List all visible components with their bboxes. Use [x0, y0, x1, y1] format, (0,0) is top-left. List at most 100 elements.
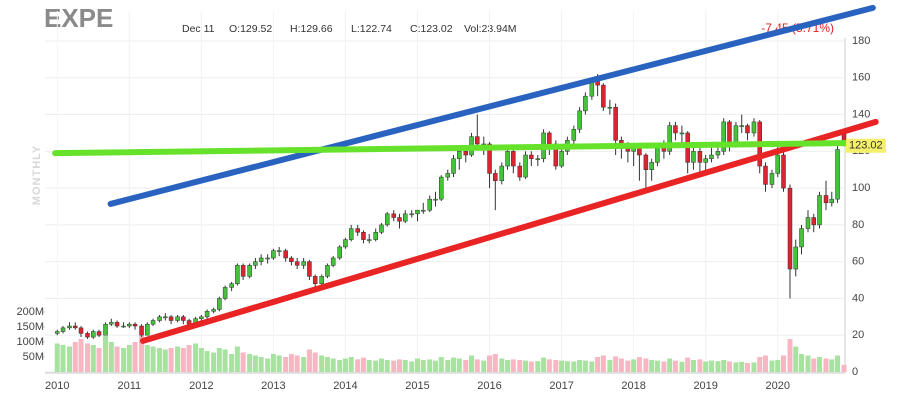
volume-bar	[78, 339, 84, 372]
candle-body	[397, 217, 402, 222]
volume-bar	[378, 358, 384, 372]
header-close: C:123.02	[410, 23, 453, 35]
candle-body	[493, 173, 498, 182]
candle-body	[505, 151, 510, 167]
candle-body	[348, 228, 354, 240]
candle-body	[229, 283, 234, 288]
candle-body	[402, 213, 408, 222]
volume-bar	[103, 336, 109, 372]
candle-body	[355, 228, 360, 233]
candle-body	[253, 261, 258, 266]
volume-bar	[685, 357, 691, 372]
candle-body	[679, 132, 685, 135]
volume-bar	[469, 355, 475, 372]
candle-body	[343, 239, 348, 248]
volume-bar	[114, 346, 120, 372]
candle-body	[366, 239, 372, 241]
candle-body	[240, 265, 246, 277]
volume-bar	[739, 361, 745, 372]
volume-bar	[535, 361, 541, 372]
volume-bar	[216, 348, 222, 372]
volume-bar	[571, 361, 577, 372]
candle-body	[181, 316, 186, 321]
volume-bar	[793, 346, 799, 372]
candle-body	[379, 224, 384, 233]
candle-body	[258, 257, 264, 262]
period-label: MONTHLY	[31, 145, 43, 205]
volume-bar	[162, 349, 168, 372]
volume-bar	[330, 358, 336, 372]
candle-body	[132, 323, 138, 327]
last-price-label: 123.02	[849, 140, 883, 152]
volume-bar	[211, 352, 217, 372]
volume-bar	[420, 360, 426, 372]
candle-body	[487, 143, 492, 174]
volume-bar	[564, 361, 570, 372]
candle-body	[781, 154, 786, 189]
volume-bar	[438, 357, 444, 372]
candle-body	[175, 316, 180, 321]
volume-bar	[733, 362, 739, 372]
candle-body	[415, 209, 420, 215]
volume-bar	[510, 359, 516, 372]
header-high: H:129.66	[290, 23, 333, 35]
volume-bar	[799, 354, 805, 372]
x-tick-label: 2015	[405, 380, 429, 392]
candle-body	[294, 261, 300, 266]
volume-bar	[445, 360, 451, 372]
candle-body	[312, 276, 318, 284]
candle-body	[276, 250, 282, 252]
candle-body	[571, 129, 577, 141]
candle-body	[283, 250, 288, 259]
volume-bar	[528, 361, 534, 372]
volume-bar	[787, 339, 793, 372]
volume-bar	[360, 357, 366, 372]
volume-bar	[703, 361, 709, 372]
volume-bar	[589, 361, 595, 372]
x-tick-label: 2018	[621, 380, 645, 392]
trend-line	[139, 118, 879, 344]
y-tick-label: 40	[852, 292, 864, 304]
candle-body	[235, 265, 240, 284]
volume-bar	[139, 336, 145, 372]
volume-bar	[649, 360, 655, 372]
volume-bar	[667, 358, 673, 372]
volume-bar	[625, 360, 631, 372]
y-tick-label: 20	[852, 329, 864, 341]
volume-bar	[721, 360, 727, 372]
volume-bar	[546, 359, 552, 372]
volume-bar	[631, 359, 637, 372]
y-tick-label: 60	[852, 256, 864, 268]
volume-bar	[396, 359, 402, 372]
volume-tick-label: 100M	[16, 336, 44, 348]
volume-bar	[708, 360, 714, 372]
x-tick-label: 2010	[45, 380, 69, 392]
volume-bar	[769, 360, 775, 372]
candle-body	[529, 154, 534, 159]
candle-body	[835, 149, 840, 200]
volume-bar	[697, 359, 703, 372]
volume-bar	[757, 357, 763, 372]
y-tick-label: 140	[852, 108, 870, 120]
volume-bar	[54, 343, 60, 372]
volume-bar	[247, 354, 253, 372]
volume-bar	[391, 360, 397, 372]
candle-body	[457, 151, 462, 159]
candle-body	[337, 246, 342, 259]
x-tick-label: 2013	[261, 380, 285, 392]
candle-body	[697, 151, 703, 163]
candle-body	[54, 331, 60, 334]
volume-bar	[414, 358, 420, 372]
volume-bar	[252, 355, 258, 372]
volume-bar	[679, 361, 685, 372]
volume-bar	[258, 357, 264, 372]
volume-bar	[121, 348, 127, 372]
header-volume: Vol:23.94M	[464, 23, 517, 35]
volume-bar	[402, 360, 408, 372]
y-tick-label: 100	[852, 182, 870, 194]
volume-bar	[72, 342, 78, 372]
volume-bar	[301, 357, 307, 372]
candle-body	[673, 125, 678, 134]
volume-bar	[150, 346, 156, 372]
